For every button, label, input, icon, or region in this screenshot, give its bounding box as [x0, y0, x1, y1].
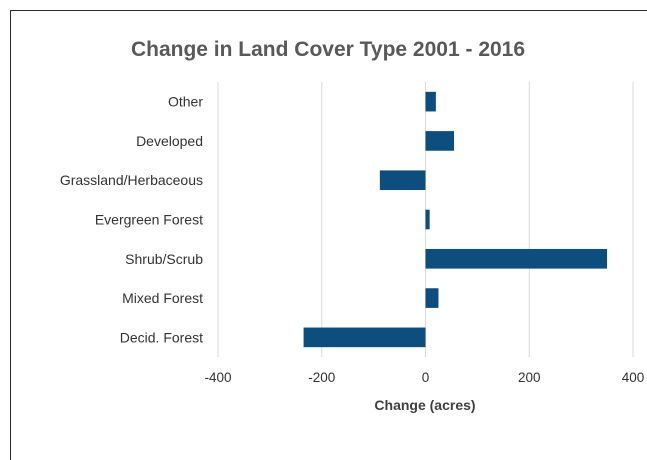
category-label: Mixed Forest: [122, 290, 203, 306]
bar: [379, 170, 426, 191]
bars: [303, 91, 608, 348]
category-label: Other: [168, 94, 203, 110]
category-label: Grassland/Herbaceous: [60, 172, 203, 188]
bar: [425, 248, 608, 269]
x-tick-label: -400: [204, 370, 231, 385]
category-label: Evergreen Forest: [95, 212, 203, 228]
x-tick-label: 200: [518, 370, 541, 385]
bar: [425, 131, 455, 151]
bar: [303, 327, 426, 348]
x-tick-labels: -400 -200 0 200 400: [204, 370, 644, 385]
category-label: Decid. Forest: [120, 329, 203, 345]
bar: [425, 209, 430, 230]
x-tick-label: -200: [308, 370, 335, 385]
x-tick-label: 400: [622, 370, 645, 385]
bar: [425, 288, 439, 308]
x-tick-label: 0: [422, 370, 430, 385]
chart-frame: [10, 10, 647, 460]
category-label: Developed: [136, 133, 203, 149]
category-labels: Other Developed Grassland/Herbaceous Evergr…: [60, 94, 204, 346]
x-axis-title: Change (acres): [374, 397, 475, 413]
chart-title: Change in Land Cover Type 2001 - 2016: [131, 38, 525, 61]
bar: [425, 91, 436, 112]
category-label: Shrub/Scrub: [125, 251, 203, 267]
